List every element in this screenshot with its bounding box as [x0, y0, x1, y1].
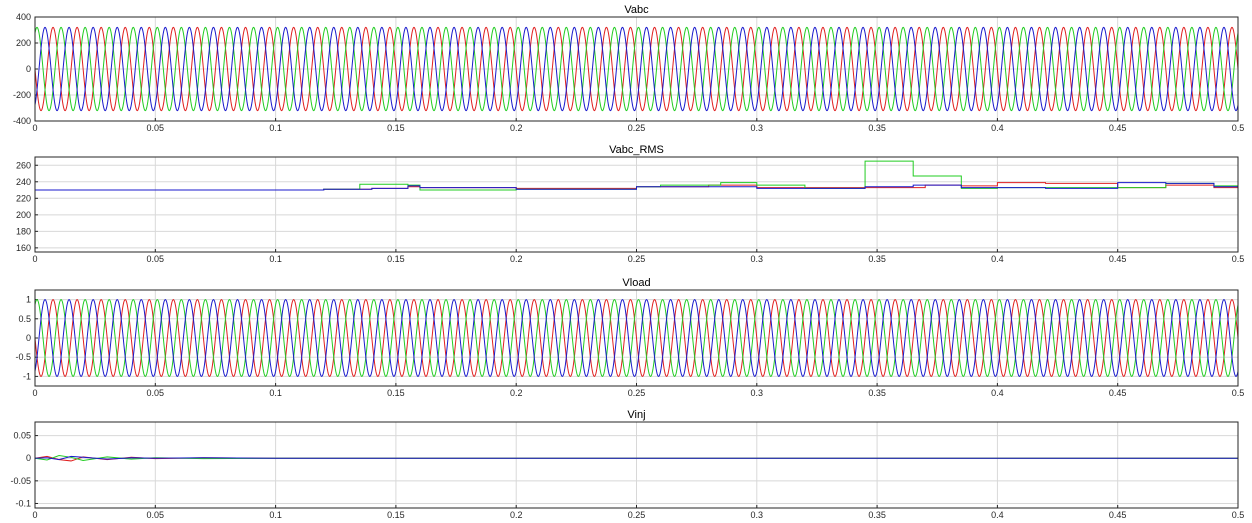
panel-vload: Vload 0 0.05 0.1 0.15 0.2 0.25 0.3 0.35 0.4 0.45 0.… [15, 277, 1244, 398]
vabc-rms-x-tick-label: 0.15 [387, 254, 405, 264]
vabc-y-tick-label: -400 [13, 116, 31, 126]
vload-axes-box [34, 289, 1239, 387]
vabc-x-tick-label: 0.4 [991, 123, 1004, 133]
vabc-rms-axes-box [34, 156, 1239, 253]
vload-y-tick-label: 0 [26, 333, 31, 343]
vinj-title: Vinj [627, 409, 645, 421]
panel-vabc: Vabc 0 0.05 0.1 0.15 0.2 0.25 0.3 0.35 0.4 0.45 0.5… [13, 4, 1244, 133]
vabc-x-tick-label: 0.2 [510, 123, 523, 133]
vabc-series-2-line [34, 26, 1239, 112]
vload-series-3-line [34, 299, 1239, 377]
vabc-rms-y-tick-label: 200 [16, 210, 31, 220]
vabc-rms-y-tick-label: 240 [16, 177, 31, 187]
vinj-x-tick-label: 0.5 [1232, 510, 1245, 520]
vabc-y-tick-label: 0 [26, 64, 31, 74]
vload-series-1-line [34, 299, 1239, 377]
panel-vinj: Vinj 0 0.05 0.1 0.15 0.2 0.25 0.3 0.35 0.4 0.45 0.5… [10, 409, 1244, 520]
vload-y-tick-label: 0.5 [18, 314, 31, 324]
vload-y-tick-label: -0.5 [15, 352, 31, 362]
vabc-x-tick-label: 0.05 [147, 123, 165, 133]
vinj-y-tick-label: 0.05 [13, 431, 31, 441]
vload-x-tick-label: 0.2 [510, 388, 523, 398]
vabc-title: Vabc [624, 4, 649, 16]
vabc-y-tick-label: -200 [13, 90, 31, 100]
vabc-rms-y-tick-label: 160 [16, 243, 31, 253]
vabc-rms-x-tick-label: 0.25 [628, 254, 646, 264]
vabc-rms-x-tick-label: 0.5 [1232, 254, 1245, 264]
vload-y-tick-label: -1 [23, 371, 31, 381]
vabc-rms-x-tick-label: 0.05 [147, 254, 165, 264]
vinj-series-3-line [34, 455, 1238, 461]
vinj-x-tick-label: 0 [32, 510, 37, 520]
vload-x-tick-label: 0.1 [269, 388, 282, 398]
vload-x-tick-label: 0.45 [1109, 388, 1127, 398]
vinj-x-tick-label: 0.4 [991, 510, 1004, 520]
vload-x-tick-label: 0.3 [751, 388, 764, 398]
vload-x-tick-label: 0.05 [147, 388, 165, 398]
panel-vabc-rms: Vabc_RMS 0 0.05 0.1 0.15 0.2 0.25 0.3 0.35 0.4 0.4… [16, 144, 1244, 264]
vabc-rms-series-2-line [35, 160, 1239, 191]
vabc-x-tick-label: 0.25 [628, 123, 646, 133]
vinj-x-tick-label: 0.45 [1109, 510, 1127, 520]
vabc-rms-x-tick-label: 0.4 [991, 254, 1004, 264]
vinj-x-tick-label: 0.1 [269, 510, 282, 520]
vinj-x-tick-label: 0.25 [628, 510, 646, 520]
vabc-rms-y-tick-label: 180 [16, 226, 31, 236]
vabc-x-tick-label: 0.15 [387, 123, 405, 133]
vload-y-tick-label: 1 [26, 295, 31, 305]
vabc-x-tick-label: 0.45 [1109, 123, 1127, 133]
vabc-x-tick-label: 0.1 [269, 123, 282, 133]
vinj-x-tick-label: 0.3 [751, 510, 764, 520]
vabc-rms-series-3-line [35, 182, 1239, 191]
vinj-y-tick-label: 0 [26, 453, 31, 463]
vabc-rms-x-tick-label: 0.3 [751, 254, 764, 264]
vload-x-tick-label: 0.35 [868, 388, 886, 398]
vload-x-tick-label: 0.5 [1232, 388, 1245, 398]
vabc-x-tick-label: 0.5 [1232, 123, 1245, 133]
vabc-x-tick-label: 0 [32, 123, 37, 133]
vinj-y-tick-label: -0.05 [10, 476, 31, 486]
vabc-rms-y-tick-label: 220 [16, 193, 31, 203]
vabc-rms-x-tick-label: 0.1 [269, 254, 282, 264]
vabc-series-1-line [34, 26, 1239, 112]
vload-x-tick-label: 0.4 [991, 388, 1004, 398]
vload-series-2-line [34, 299, 1239, 377]
vinj-x-tick-label: 0.2 [510, 510, 523, 520]
vabc-x-tick-label: 0.3 [751, 123, 764, 133]
vabc-series-3-line [34, 26, 1239, 112]
vinj-x-tick-label: 0.15 [387, 510, 405, 520]
vabc-rms-x-tick-label: 0.45 [1109, 254, 1127, 264]
vabc-rms-y-tick-label: 260 [16, 160, 31, 170]
vload-x-tick-label: 0.15 [387, 388, 405, 398]
vload-x-tick-label: 0.25 [628, 388, 646, 398]
vinj-y-tick-label: -0.1 [15, 498, 31, 508]
vinj-series-2-line [34, 454, 1238, 461]
vabc-x-tick-label: 0.35 [868, 123, 886, 133]
vabc-axes-box [34, 16, 1239, 122]
vabc-y-tick-label: 400 [16, 12, 31, 22]
vabc-rms-title: Vabc_RMS [609, 144, 664, 156]
vload-x-tick-label: 0 [32, 388, 37, 398]
vabc-y-tick-label: 200 [16, 38, 31, 48]
vinj-x-tick-label: 0.05 [147, 510, 165, 520]
vabc-rms-x-tick-label: 0 [32, 254, 37, 264]
vabc-rms-x-tick-label: 0.2 [510, 254, 523, 264]
vload-title: Vload [622, 277, 650, 289]
vinj-x-tick-label: 0.35 [868, 510, 886, 520]
vabc-rms-x-tick-label: 0.35 [868, 254, 886, 264]
vinj-axes-box [34, 421, 1239, 509]
